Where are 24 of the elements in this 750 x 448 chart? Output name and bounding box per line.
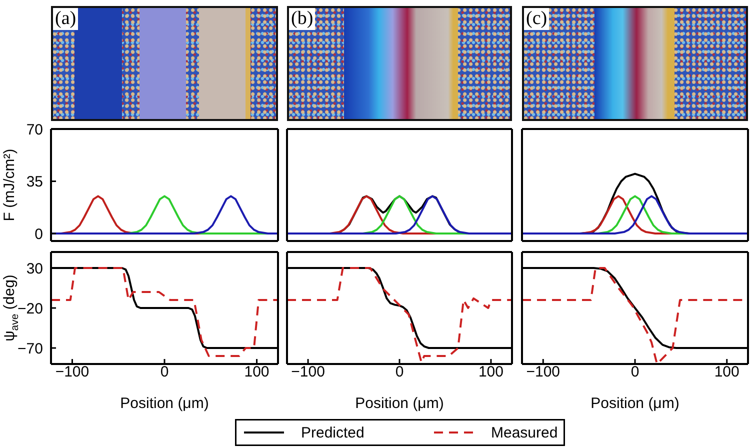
y-axis-title: F (mJ/cm²) xyxy=(0,148,18,222)
x-tick-label: 0 xyxy=(630,364,640,381)
y-tick-label: 30 xyxy=(26,260,43,278)
text: (c) xyxy=(524,8,550,30)
x-tick-label: 100 xyxy=(478,364,504,381)
y-tick-label: 0 xyxy=(34,226,43,243)
y-tick-label: 35 xyxy=(26,174,43,191)
x-tick-label: −100 xyxy=(526,364,560,381)
y-tick-label: −20 xyxy=(18,300,43,318)
text: (a) xyxy=(53,8,78,30)
text: (b) xyxy=(289,8,316,30)
x-tick-label: 100 xyxy=(714,364,740,381)
x-axis-title: Position (μm) xyxy=(355,394,444,412)
x-tick-label: 0 xyxy=(395,364,404,381)
x-tick-label: −100 xyxy=(55,364,90,381)
x-tick-label: 0 xyxy=(160,364,169,381)
x-axis-title: Position (μm) xyxy=(590,394,680,412)
x-tick-label: 100 xyxy=(244,364,270,381)
y-tick-label: 70 xyxy=(26,121,43,138)
legend-label: Predicted xyxy=(300,424,364,441)
x-tick-label: −100 xyxy=(291,364,325,381)
y-tick-label: −70 xyxy=(18,340,43,358)
x-axis-title: Position (μm) xyxy=(120,394,209,412)
legend-label: Measured xyxy=(490,424,558,441)
